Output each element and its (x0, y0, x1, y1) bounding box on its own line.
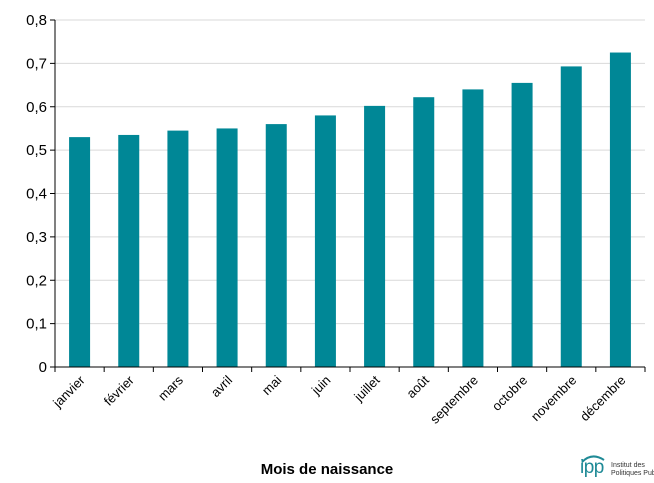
bar (216, 128, 238, 367)
x-tick-label: décembre (577, 373, 628, 424)
x-tick-label: septembre (427, 373, 481, 427)
x-tick-label: avril (208, 372, 236, 400)
y-axis: 0 0,1 0,2 0,3 0,4 0,5 0,6 0,7 0,8 (26, 12, 56, 376)
ipp-logo: ipp Institut des Politiques Publiques (578, 452, 654, 480)
x-tick-label: février (101, 372, 138, 409)
bar (609, 52, 631, 367)
bar (364, 105, 386, 367)
bar (167, 130, 189, 367)
x-tick-label: août (403, 372, 432, 401)
grid-lines (55, 19, 645, 325)
x-tick-label: janvier (49, 372, 88, 411)
y-tick-label: 0,4 (26, 186, 47, 203)
x-tick-label: mars (155, 372, 186, 403)
bars (69, 52, 631, 368)
y-tick-label: 0,1 (26, 316, 47, 333)
bar (560, 66, 582, 367)
bar (462, 89, 484, 368)
x-tick-label: juillet (350, 372, 383, 405)
x-tick-label: octobre (489, 373, 530, 414)
logo-arc-icon (581, 455, 605, 463)
x-tick-label: novembre (528, 373, 579, 424)
y-tick-label: 0,7 (26, 55, 47, 72)
logo-text-line1: Institut des (611, 462, 645, 469)
x-axis: janvier février mars avril mai juin juillet aoû… (49, 366, 646, 427)
y-tick-label: 0,8 (26, 12, 47, 29)
y-tick-label: 0,2 (26, 272, 47, 289)
bar (314, 115, 336, 367)
y-tick-label: 0,6 (26, 99, 47, 116)
x-tick-label: juin (308, 373, 334, 399)
logo-text-line2: Politiques Publiques (611, 470, 654, 477)
bar (118, 134, 140, 367)
y-tick-label: 0,5 (26, 142, 47, 159)
y-tick-label: 0,3 (26, 229, 47, 246)
bar (413, 97, 435, 368)
bar (69, 137, 91, 367)
bar (265, 124, 287, 367)
logo-text: Institut des Politiques Publiques (611, 462, 654, 478)
bar (511, 82, 533, 368)
logo-mark: ipp (580, 457, 604, 478)
x-axis-title: Mois de naissance (260, 461, 394, 478)
x-tick-label: mai (259, 372, 284, 397)
y-tick-label: 0 (39, 359, 47, 376)
